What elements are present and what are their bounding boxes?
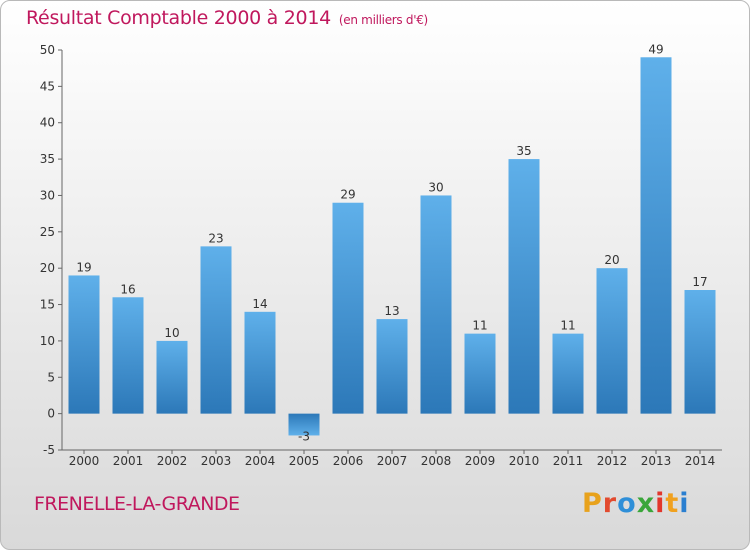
bar-value-label: 14: [252, 297, 267, 311]
x-tick-label: 2001: [113, 454, 144, 468]
bar-value-label: 49: [648, 42, 663, 56]
bar: [244, 311, 276, 414]
bar: [420, 195, 452, 414]
bar: [684, 290, 716, 414]
x-tick-label: 2004: [245, 454, 276, 468]
bar-value-label: 10: [164, 326, 179, 340]
bar: [596, 268, 628, 414]
bar-value-label: 11: [472, 319, 487, 333]
y-tick-label: 20: [40, 261, 55, 275]
y-tick-label: 45: [40, 79, 55, 93]
bar: [200, 246, 232, 414]
x-tick-label: 2009: [465, 454, 496, 468]
bar-value-label: 29: [340, 188, 355, 202]
bar: [376, 319, 408, 414]
logo-letter: o: [617, 488, 637, 519]
logo-letter: i: [655, 488, 666, 519]
bar: [508, 159, 540, 414]
bar: [640, 57, 672, 414]
bar: [112, 297, 144, 414]
bar: [288, 413, 320, 436]
x-tick-label: 2010: [509, 454, 540, 468]
logo-letter: x: [636, 488, 656, 519]
commune-name: FRENELLE-LA-GRANDE: [34, 493, 240, 515]
bar-value-label: 35: [516, 144, 531, 158]
y-tick-label: 0: [47, 407, 55, 421]
logo-letter: P: [582, 488, 603, 519]
bar: [464, 333, 496, 414]
x-tick-label: 2003: [201, 454, 232, 468]
title-unit: (en milliers d'€): [338, 13, 428, 27]
logo-letter: i: [679, 488, 690, 519]
y-tick-label: 10: [40, 334, 55, 348]
chart-title: Résultat Comptable 2000 à 2014 (en millie…: [26, 7, 428, 29]
bar: [332, 202, 364, 414]
bar: [552, 333, 584, 414]
x-tick-label: 2012: [597, 454, 628, 468]
y-tick-label: 25: [40, 225, 55, 239]
x-tick-label: 2013: [641, 454, 672, 468]
bar-value-label: 17: [692, 275, 707, 289]
bar-value-label: 20: [604, 253, 619, 267]
bar-value-label: 13: [384, 304, 399, 318]
bar-value-label: 16: [120, 282, 135, 296]
x-tick-label: 2007: [377, 454, 408, 468]
bar-value-label: 23: [208, 231, 223, 245]
logo-letter: r: [602, 488, 618, 519]
title-text: Résultat Comptable 2000 à 2014: [26, 7, 331, 29]
y-tick-label: 15: [40, 298, 55, 312]
y-tick-label: 5: [47, 370, 55, 384]
x-tick-label: 2005: [289, 454, 320, 468]
x-tick-label: 2011: [553, 454, 584, 468]
y-tick-label: 30: [40, 188, 55, 202]
y-tick-label: 50: [40, 43, 55, 57]
bar: [156, 340, 188, 414]
x-tick-label: 2014: [685, 454, 716, 468]
y-tick-label: -5: [43, 443, 55, 457]
logo-letter: t: [665, 488, 680, 519]
x-tick-label: 2000: [69, 454, 100, 468]
y-tick-label: 40: [40, 116, 55, 130]
x-tick-label: 2006: [333, 454, 364, 468]
y-tick-label: 35: [40, 152, 55, 166]
bar: [68, 275, 100, 414]
bar-value-label: 11: [560, 319, 575, 333]
bar-value-label: 30: [428, 180, 443, 194]
x-tick-label: 2008: [421, 454, 452, 468]
x-tick-label: 2002: [157, 454, 188, 468]
bar-value-label: -3: [298, 429, 310, 443]
proxiti-logo: Proxiti: [582, 488, 690, 519]
bar-value-label: 19: [76, 260, 91, 274]
